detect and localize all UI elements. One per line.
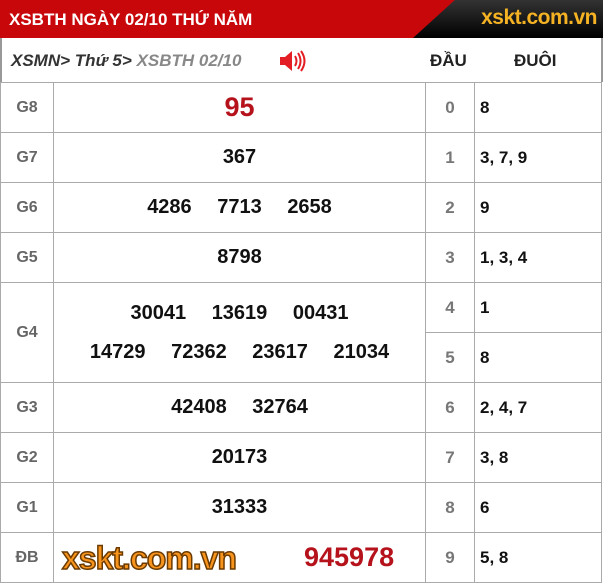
dau-cell: 1	[425, 132, 475, 183]
dau-cell: 7	[425, 432, 475, 483]
prize-row: G2 20173	[0, 432, 426, 483]
prize-numbers: 20173	[53, 432, 426, 483]
prize-row: G4 30041 13619 00431 14729 72362 23617 21…	[0, 282, 426, 383]
dau-cell: 4	[425, 282, 475, 333]
dau-cell: 0	[425, 82, 475, 133]
breadcrumb-current: XSBTH 02/10	[136, 51, 242, 70]
prize-number: 367	[222, 146, 257, 168]
prize-number: 13619	[211, 301, 268, 324]
speaker-icon[interactable]	[278, 49, 306, 73]
prize-label: G3	[0, 382, 54, 433]
prize-row: G6 4286 7713 2658	[0, 182, 426, 233]
dau-header: ĐẦU	[430, 51, 467, 70]
prize-numbers: 8798	[53, 232, 426, 283]
page-title: XSBTH NGÀY 02/10 THỨ NĂM	[9, 10, 253, 29]
dau-cell: 8	[425, 482, 475, 533]
prize-label: G6	[0, 182, 54, 233]
loto-row: 3 1, 3, 4	[425, 232, 602, 283]
dau-cell: 6	[425, 382, 475, 433]
duoi-cell: 8	[474, 332, 602, 383]
prize-row: G7 367	[0, 132, 426, 183]
breadcrumb: XSMN> Thứ 5> XSBTH 02/10	[11, 51, 242, 70]
prize-numbers: 31333	[53, 482, 426, 533]
prize-number: 95	[224, 92, 255, 122]
prize-numbers: 42408 32764	[53, 382, 426, 433]
duoi-cell: 1	[474, 282, 602, 333]
duoi-header: ĐUÔI	[514, 51, 557, 70]
prize-label: G5	[0, 232, 54, 283]
prize-row: G8 95	[0, 82, 426, 133]
prize-numbers: 30041 13619 00431 14729 72362 23617 2103…	[53, 282, 426, 383]
duoi-cell: 5, 8	[474, 532, 602, 583]
prize-number: 23617	[252, 340, 308, 363]
prize-label: G8	[0, 82, 54, 133]
duoi-cell: 9	[474, 182, 602, 233]
prize-number: 00431	[292, 301, 349, 324]
prize-number: 8798	[217, 246, 262, 268]
loto-row: 9 5, 8	[425, 532, 602, 583]
prize-numbers: 95	[53, 82, 426, 133]
prize-number: 2658	[287, 196, 332, 218]
prize-row: G3 42408 32764	[0, 382, 426, 433]
prize-label: G7	[0, 132, 54, 183]
sub-header: XSMN> Thứ 5> XSBTH 02/10 ĐẦU ĐUÔI	[0, 38, 603, 82]
prize-row: G1 31333	[0, 482, 426, 533]
duoi-cell: 3, 7, 9	[474, 132, 602, 183]
prize-table: G8 95 G7 367 G6 4286 7713 2658 G5 8798 G4 300…	[0, 82, 426, 583]
duoi-cell: 1, 3, 4	[474, 232, 602, 283]
loto-row: 7 3, 8	[425, 432, 602, 483]
duoi-cell: 3, 8	[474, 432, 602, 483]
prize-number: 21034	[333, 340, 390, 363]
prize-numbers: 367	[53, 132, 426, 183]
prize-number: 20173	[211, 446, 268, 468]
prize-number: 4286	[147, 196, 192, 218]
prize-label: G4	[0, 282, 54, 383]
prize-label: G2	[0, 432, 54, 483]
duoi-cell: 2, 4, 7	[474, 382, 602, 433]
dau-cell: 5	[425, 332, 475, 383]
duoi-cell: 8	[474, 82, 602, 133]
dau-cell: 3	[425, 232, 475, 283]
breadcrumb-xsmn[interactable]: XSMN	[11, 51, 61, 70]
loto-row: 6 2, 4, 7	[425, 382, 602, 433]
dau-cell: 9	[425, 532, 475, 583]
header-bar: XSBTH NGÀY 02/10 THỨ NĂM xskt.com.vn	[0, 0, 603, 38]
duoi-cell: 6	[474, 482, 602, 533]
prize-row: ĐB 945978	[0, 532, 426, 583]
prize-number: 14729	[89, 340, 146, 363]
prize-number: 30041	[130, 301, 187, 324]
prize-number: 42408	[171, 396, 227, 418]
prize-label: G1	[0, 482, 54, 533]
breadcrumb-thu5[interactable]: Thứ 5	[74, 51, 122, 70]
prize-number: 7713	[217, 196, 262, 218]
prize-number: 72362	[171, 340, 227, 363]
prize-numbers: 4286 7713 2658	[53, 182, 426, 233]
prize-number: 31333	[211, 496, 268, 518]
loto-row: 1 3, 7, 9	[425, 132, 602, 183]
prize-numbers: 945978	[53, 532, 426, 583]
prize-number: 32764	[252, 396, 308, 418]
prize-number: 945978	[304, 542, 395, 572]
prize-label: ĐB	[0, 532, 54, 583]
prize-row: G5 8798	[0, 232, 426, 283]
logo[interactable]: xskt.com.vn	[413, 0, 603, 38]
dau-cell: 2	[425, 182, 475, 233]
watermark: xskt.com.vn	[61, 539, 237, 577]
